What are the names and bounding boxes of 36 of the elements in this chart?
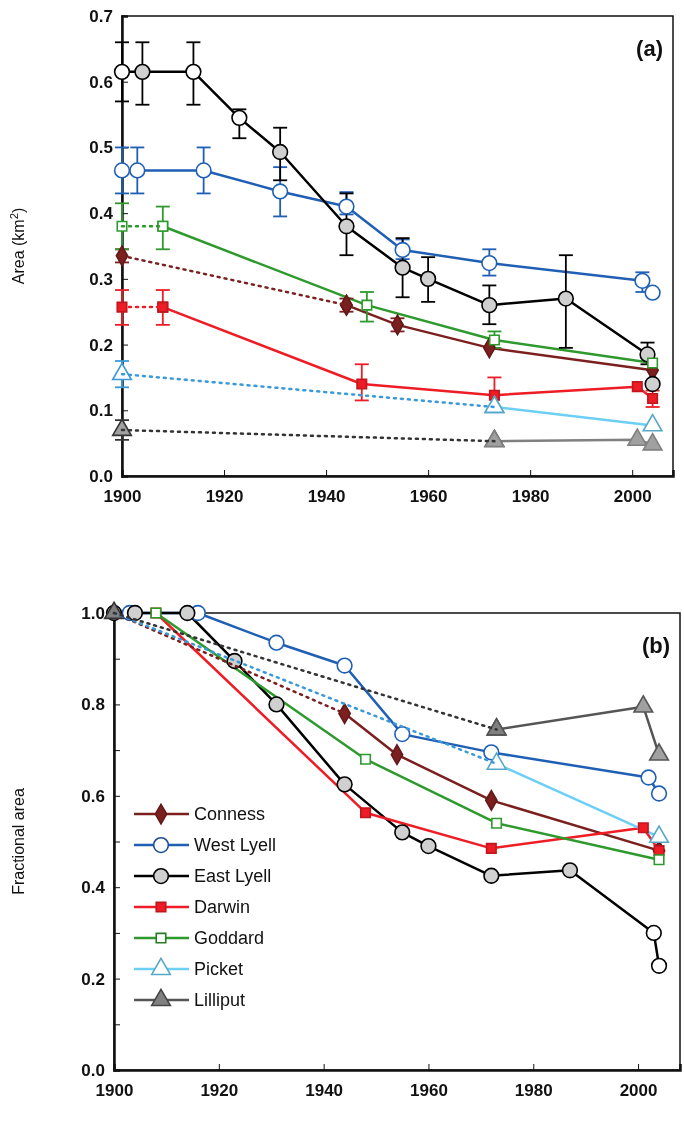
x-tick-label: 1940 (307, 487, 346, 507)
y-tick-label: 0.4 (89, 204, 114, 224)
y-tick-label: 0.1 (89, 401, 113, 421)
y-tick-label: 0.0 (81, 1060, 105, 1080)
x-tick-label: 1920 (200, 1081, 239, 1101)
y-tick-label: 1.0 (81, 603, 105, 623)
y-tick-label: 0.8 (81, 695, 105, 715)
legend-label: Picket (194, 959, 244, 980)
annotation: (b) (641, 633, 670, 658)
y-tick-label: 0.2 (81, 969, 105, 989)
x-tick-label: 1980 (511, 487, 550, 507)
x-tick-label: 2000 (613, 487, 652, 507)
x-tick-label: 2000 (619, 1081, 658, 1101)
y-tick-label: 0.2 (89, 335, 113, 355)
legend-label: East Lyell (194, 866, 272, 887)
legend-label: Darwin (194, 897, 251, 918)
legend-label: Conness (194, 804, 266, 825)
y-tick-label: 0.5 (89, 138, 113, 158)
y-tick-label: 0.6 (89, 72, 113, 92)
x-tick-label: 1960 (410, 1081, 448, 1101)
annotation: (a) (636, 36, 663, 61)
x-tick-label: 1900 (103, 487, 142, 507)
legend-label: West Lyell (194, 835, 277, 856)
y-axis-title: Fractional area (10, 788, 27, 895)
y-tick-label: 0.7 (89, 6, 113, 26)
x-tick-label: 1900 (95, 1081, 134, 1101)
x-tick-label: 1940 (305, 1081, 344, 1101)
y-tick-label: 0.6 (81, 786, 105, 806)
x-tick-label: 1960 (409, 487, 448, 507)
x-tick-label: 1920 (205, 487, 244, 507)
legend-label: Lilliput (194, 990, 246, 1011)
y-tick-label: 0.3 (89, 269, 113, 289)
x-tick-label: 1980 (514, 1081, 553, 1101)
y-tick-label: 0.0 (89, 466, 113, 486)
y-tick-label: 0.4 (81, 878, 106, 898)
legend-label: Goddard (194, 928, 265, 949)
